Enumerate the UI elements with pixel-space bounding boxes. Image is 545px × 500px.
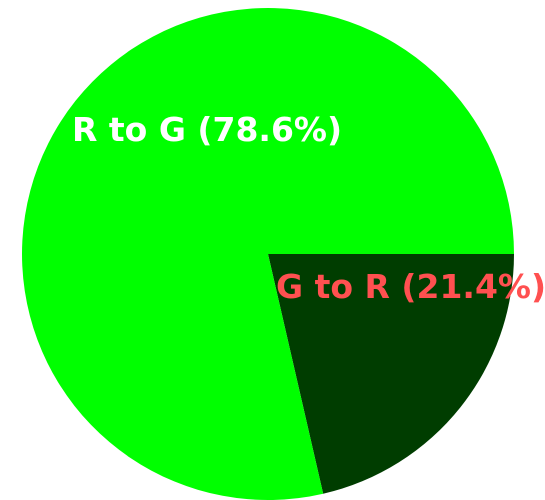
slice-g-to-r — [268, 254, 514, 494]
pie-slices — [21, 7, 515, 500]
slice-label-r-to-g: R to G (78.6%) — [72, 110, 342, 149]
slice-label-g-to-r: G to R (21.4%) — [276, 267, 545, 306]
slice-r-to-g — [21, 7, 515, 500]
pie-labels: R to G (78.6%) G to R (21.4%) — [72, 110, 545, 306]
